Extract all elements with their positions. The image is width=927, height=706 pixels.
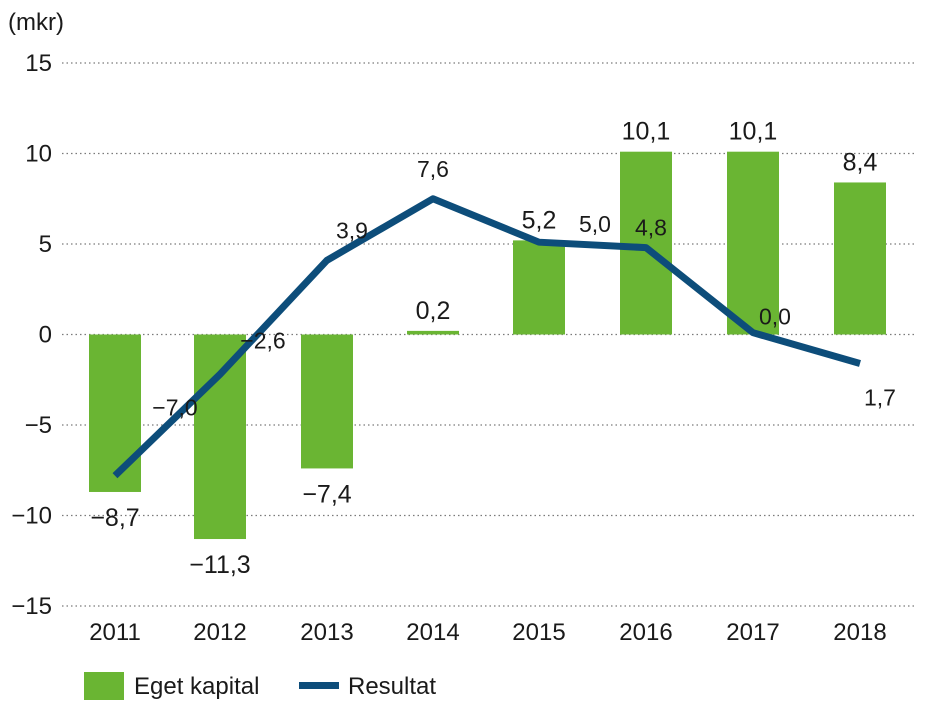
- x-tick-label: 2018: [833, 619, 886, 646]
- x-tick-label: 2012: [193, 619, 246, 646]
- bar-data-label: −8,7: [90, 504, 139, 532]
- line-resultat: [112, 195, 861, 479]
- line-data-label: 4,8: [635, 215, 667, 241]
- y-tick-label: 15: [25, 50, 52, 77]
- legend: Eget kapital Resultat: [84, 672, 436, 700]
- line-data-label: 7,6: [417, 156, 449, 182]
- line-series: [112, 195, 861, 479]
- legend-swatch-eget-kapital: [84, 672, 124, 700]
- bar-data-label: −7,4: [302, 480, 351, 508]
- line-data-label: 3,9: [336, 217, 368, 243]
- x-tick-label: 2013: [300, 619, 353, 646]
- y-tick-label: −15: [11, 593, 52, 620]
- bar-eget-kapital: [620, 151, 672, 335]
- x-tick-label: 2017: [726, 619, 779, 646]
- line-data-label: −2,6: [240, 327, 285, 353]
- bar-data-label: 10,1: [622, 118, 671, 146]
- line-data-label: 1,7: [864, 384, 896, 410]
- y-tick-label: −5: [25, 412, 52, 439]
- bar-data-label: 0,2: [416, 297, 451, 325]
- line-data-label: 0,0: [759, 304, 791, 330]
- bar-eget-kapital: [194, 334, 246, 540]
- bar-eget-kapital: [89, 334, 141, 492]
- bar-data-label: −11,3: [189, 551, 250, 579]
- x-tick-label: 2015: [512, 619, 565, 646]
- bar-eget-kapital: [513, 240, 565, 335]
- line-data-labels: −7,0 −2,6 3,9 7,6 5,0 4,8 0,0 1,7: [152, 156, 896, 421]
- gridlines: [62, 62, 917, 607]
- x-tick-label: 2011: [89, 619, 141, 646]
- legend-label-resultat: Resultat: [348, 673, 436, 700]
- x-tick-label: 2016: [619, 619, 672, 646]
- bar-eget-kapital: [301, 334, 353, 469]
- bar-eget-kapital: [834, 182, 886, 335]
- bar-data-label: 10,1: [729, 118, 778, 146]
- y-tick-label: 0: [39, 322, 52, 349]
- bar-data-label: 5,2: [522, 206, 557, 234]
- bar-data-labels: −8,7 −11,3 −7,4 0,2 5,2 10,1 10,1 8,4: [90, 118, 877, 579]
- legend-label-eget-kapital: Eget kapital: [134, 673, 259, 700]
- bar-eget-kapital: [727, 151, 779, 335]
- x-tick-label: 2014: [406, 619, 459, 646]
- y-tick-label: −10: [11, 503, 52, 530]
- bar-data-label: 8,4: [843, 148, 878, 176]
- y-axis-label: (mkr): [8, 9, 64, 36]
- bar-series: [89, 151, 886, 540]
- y-tick-label: 5: [39, 231, 52, 258]
- legend-swatch-resultat: [299, 682, 339, 689]
- line-data-label: −7,0: [152, 395, 197, 421]
- line-data-label: 5,0: [579, 211, 611, 237]
- y-tick-label: 10: [25, 141, 52, 168]
- bar-eget-kapital: [407, 330, 459, 335]
- y-axis-ticks: 15 10 5 0 −5 −10 −15: [11, 50, 52, 620]
- x-axis-ticks: 2011 2012 2013 2014 2015 2016 2017 2018: [89, 619, 887, 646]
